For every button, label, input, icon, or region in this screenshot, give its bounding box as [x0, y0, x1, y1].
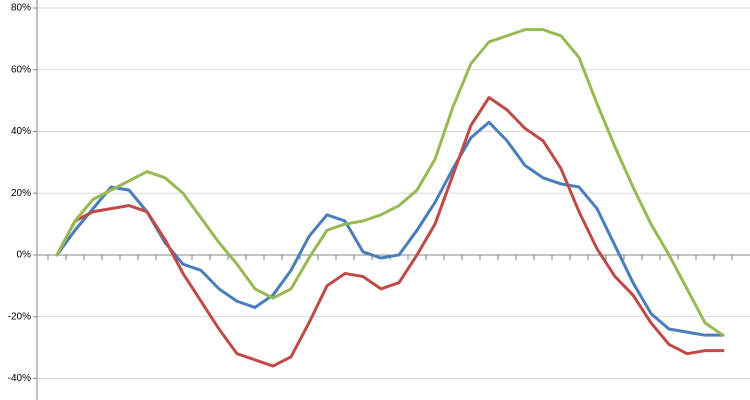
- series-line: [55, 28, 725, 337]
- series-line: [55, 96, 725, 368]
- y-tick-label: -40%: [8, 373, 31, 384]
- y-tick-label: -20%: [8, 311, 31, 322]
- y-tick-label: 40%: [11, 126, 31, 137]
- y-tick-label: 60%: [11, 64, 31, 75]
- y-tick-label: 0%: [17, 250, 32, 261]
- y-tick-label: 80%: [11, 3, 31, 14]
- y-tick-label: 20%: [11, 188, 31, 199]
